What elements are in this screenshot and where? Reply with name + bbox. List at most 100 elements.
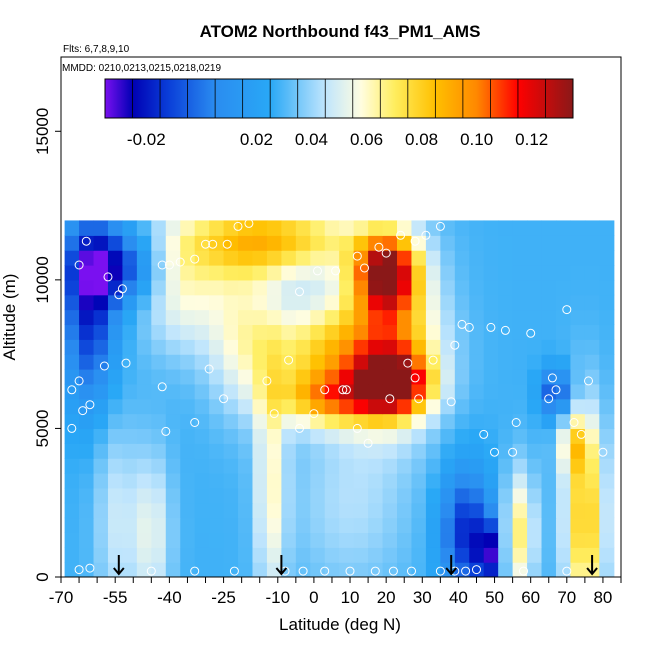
- heatmap-cell: [252, 532, 268, 548]
- heatmap-cell: [122, 339, 138, 355]
- heatmap-cell: [223, 458, 239, 474]
- heatmap-cell: [541, 547, 557, 563]
- heatmap-cell: [151, 413, 167, 430]
- heatmap-cell: [238, 369, 254, 385]
- sample-point: [414, 394, 424, 404]
- heatmap-cell: [295, 250, 311, 266]
- heatmap-cell: [93, 473, 109, 489]
- heatmap-cell: [411, 487, 427, 504]
- heatmap-cell: [194, 443, 210, 459]
- heatmap-cell: [368, 487, 384, 504]
- heatmap-cell: [425, 279, 441, 296]
- heatmap-cell: [397, 398, 413, 415]
- heatmap-cell: [136, 383, 152, 400]
- heatmap-cell: [252, 220, 268, 236]
- heatmap-cell: [353, 517, 369, 534]
- x-tick-label: 60: [521, 588, 540, 607]
- heatmap-cell: [555, 487, 572, 504]
- heatmap-cell: [93, 547, 109, 563]
- heatmap-cell: [411, 458, 427, 474]
- heatmap-cell: [527, 309, 543, 326]
- sample-point: [363, 438, 373, 448]
- heatmap-cell: [266, 473, 282, 489]
- heatmap-cell: [238, 502, 254, 519]
- heatmap-cell: [194, 220, 210, 236]
- heatmap-cell: [136, 428, 152, 444]
- heatmap-cell: [469, 369, 485, 385]
- heatmap-cell: [64, 235, 80, 251]
- heatmap-cell: [555, 547, 572, 563]
- sample-point: [341, 385, 351, 395]
- heatmap-cell: [411, 517, 427, 534]
- heatmap-cell: [93, 265, 109, 281]
- heatmap-cell: [411, 294, 427, 311]
- sample-point: [370, 566, 380, 576]
- sample-point: [157, 260, 167, 270]
- sample-point: [190, 418, 200, 427]
- sample-point: [486, 322, 496, 332]
- heatmap-cell: [339, 428, 355, 444]
- heatmap-cell: [411, 324, 427, 340]
- heatmap-cell: [483, 413, 499, 430]
- heatmap-cell: [584, 428, 600, 444]
- heatmap-cell: [353, 413, 369, 430]
- heatmap-cell: [512, 250, 528, 266]
- heatmap-cell: [64, 473, 80, 489]
- heatmap-cell: [469, 517, 485, 534]
- arrow-markers-layer: [113, 555, 598, 576]
- heatmap-cell: [165, 413, 181, 430]
- heatmap-cell: [310, 532, 326, 548]
- heatmap-cell: [295, 487, 311, 504]
- heatmap-cell: [440, 235, 456, 251]
- heatmap-cell: [194, 369, 210, 385]
- heatmap-cell: [165, 428, 181, 444]
- sample-point: [352, 251, 362, 261]
- heatmap-cell: [223, 532, 239, 548]
- heatmap-cell: [584, 517, 600, 534]
- sample-point: [295, 423, 304, 433]
- heatmap-cell: [194, 265, 210, 281]
- heatmap-cell: [180, 532, 196, 548]
- heatmap-cell: [151, 294, 167, 311]
- heatmap-cell: [252, 517, 268, 534]
- heatmap-cell: [382, 220, 398, 236]
- heatmap-cell: [93, 339, 109, 355]
- heatmap-cell: [483, 532, 499, 548]
- heatmap-cell: [209, 339, 225, 355]
- heatmap-cell: [541, 473, 557, 489]
- heatmap-cell: [368, 250, 384, 266]
- sample-point: [544, 394, 554, 404]
- sample-point: [103, 272, 113, 282]
- heatmap-cell: [93, 398, 109, 415]
- heatmap-cell: [151, 517, 167, 534]
- colorbar-tick-label: -0.02: [127, 130, 166, 149]
- heatmap-cell: [180, 354, 196, 370]
- heatmap-cell: [411, 443, 427, 459]
- heatmap-cell: [425, 398, 441, 415]
- heatmap-cell: [93, 279, 109, 296]
- heatmap-cell: [339, 250, 355, 266]
- heatmap-cell: [93, 562, 109, 577]
- heatmap-cell: [483, 294, 499, 311]
- heatmap-cell: [209, 324, 225, 340]
- sample-point: [67, 423, 77, 433]
- heatmap-cell: [599, 458, 615, 474]
- heatmap-cell: [541, 562, 557, 577]
- heatmap-cell: [440, 428, 456, 444]
- heatmap-cell: [295, 279, 311, 296]
- heatmap-cell: [411, 428, 427, 444]
- heatmap-cell: [397, 487, 413, 504]
- heatmap-cell: [238, 354, 254, 370]
- heatmap-cell: [64, 309, 80, 326]
- heatmap-cell: [498, 473, 514, 489]
- heatmap-cell: [570, 562, 586, 577]
- heatmap-cell: [180, 250, 196, 266]
- heatmap-cell: [382, 279, 398, 296]
- heatmap-cell: [223, 250, 239, 266]
- heatmap-cell: [483, 383, 499, 400]
- heatmap-cell: [527, 354, 543, 370]
- heatmap-cell: [512, 502, 528, 519]
- heatmap-cell: [180, 265, 196, 281]
- heatmap-cell: [483, 324, 499, 340]
- heatmap-cell: [107, 235, 124, 251]
